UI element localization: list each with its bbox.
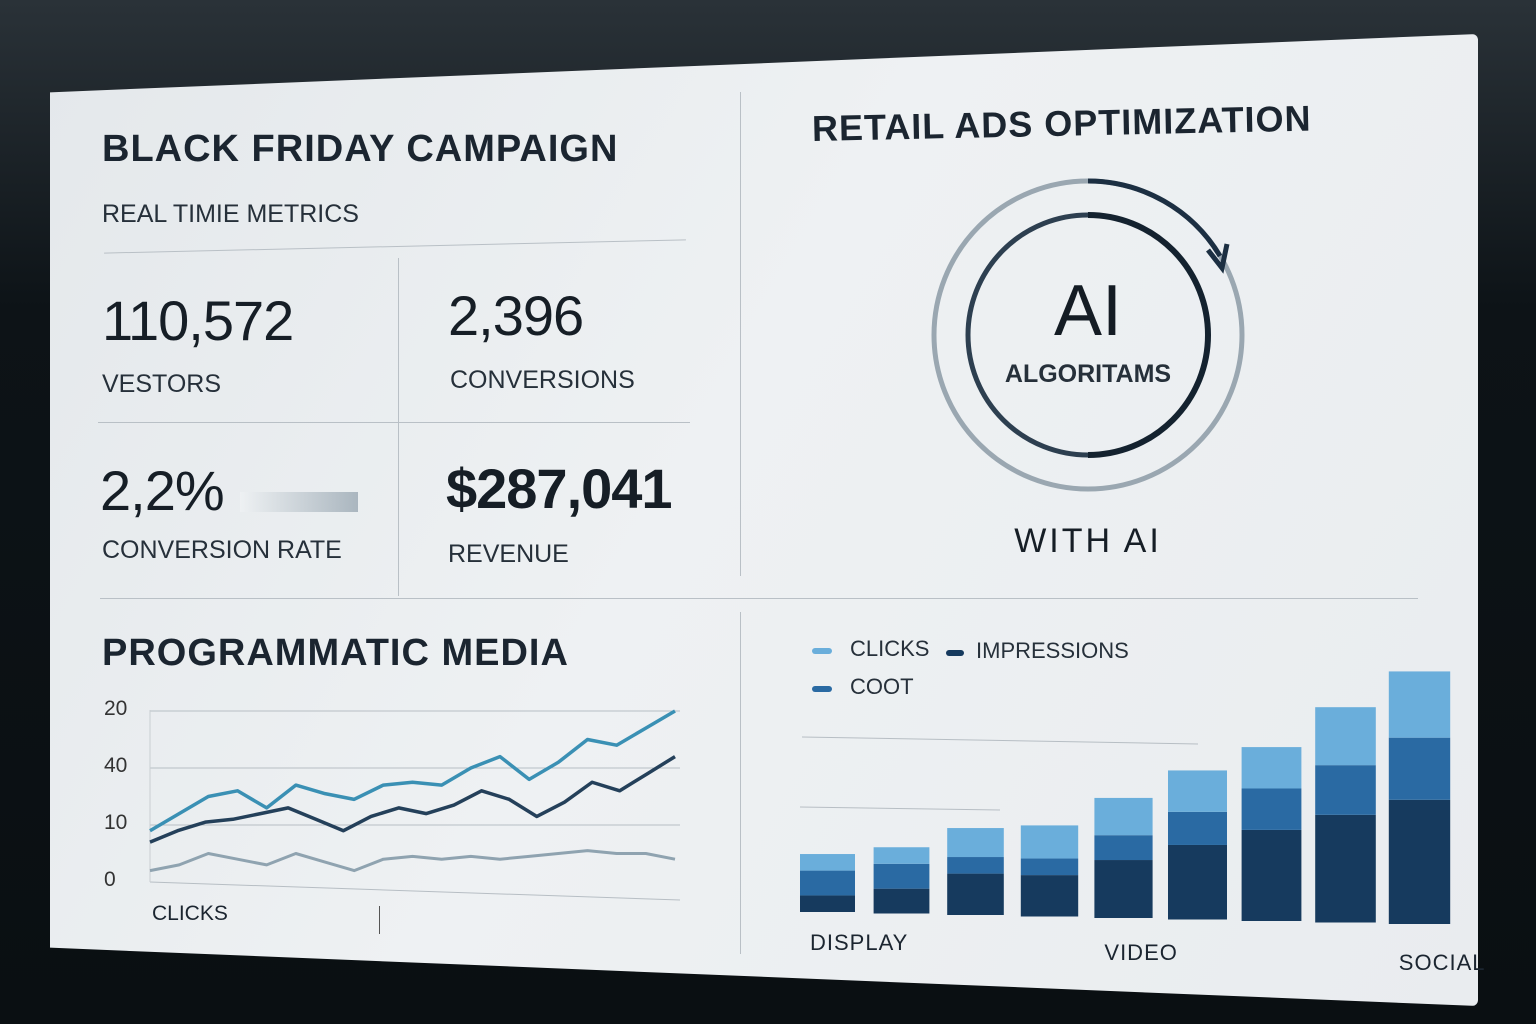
ai-badge-main: AI bbox=[1053, 271, 1123, 351]
inner-ring-accent bbox=[1087, 212, 1211, 458]
line-series-3 bbox=[149, 849, 676, 873]
divider bbox=[740, 92, 741, 576]
bar-impressions-5 bbox=[1094, 860, 1153, 918]
bar-coot-7 bbox=[1241, 788, 1302, 830]
bar-impressions-1 bbox=[800, 895, 855, 912]
bar-clicks-2 bbox=[873, 847, 930, 864]
legend-label: IMPRESSIONS bbox=[976, 638, 1129, 663]
bar-clicks-9 bbox=[1388, 671, 1451, 738]
dashboard-screen bbox=[50, 34, 1478, 1006]
bar-coot-1 bbox=[800, 870, 855, 896]
bar-coot-8 bbox=[1315, 765, 1376, 815]
bar-impressions-2 bbox=[873, 888, 930, 914]
divider bbox=[398, 258, 399, 596]
y-tick-label: 40 bbox=[104, 754, 128, 777]
metric-conversions-label: CONVERSIONS bbox=[450, 366, 635, 394]
bar-impressions-8 bbox=[1315, 814, 1376, 923]
metric-rate-value: 2,2% bbox=[100, 459, 225, 522]
bar-coot-3 bbox=[947, 857, 1004, 874]
bar-category-label: SOCIAL bbox=[1398, 950, 1486, 975]
legend-swatch bbox=[812, 648, 832, 654]
y-tick-label: 10 bbox=[104, 811, 128, 834]
gridline bbox=[799, 806, 1001, 811]
y-tick-label: 0 bbox=[104, 868, 116, 891]
bar-clicks-4 bbox=[1020, 825, 1079, 859]
legend-label: COOT bbox=[850, 674, 914, 699]
bar-coot-9 bbox=[1388, 737, 1451, 800]
gridline bbox=[801, 736, 1199, 745]
bar-clicks-6 bbox=[1168, 770, 1227, 812]
campaign-subtitle: REAL TIMIE METRICS bbox=[102, 200, 359, 228]
arrow-head bbox=[1206, 243, 1230, 274]
legend-label: CLICKS bbox=[850, 636, 930, 661]
bar-clicks-1 bbox=[800, 854, 855, 871]
bar-coot-5 bbox=[1094, 835, 1153, 861]
bar-clicks-3 bbox=[947, 828, 1004, 858]
metric-visitors-label: VESTORS bbox=[102, 370, 222, 398]
bar-category-label: VIDEO bbox=[1104, 940, 1178, 965]
divider bbox=[740, 612, 741, 954]
ai-caption: WITH AI bbox=[1014, 522, 1162, 560]
bar-impressions-9 bbox=[1388, 799, 1451, 924]
bar-impressions-6 bbox=[1168, 844, 1227, 920]
legend-swatch bbox=[946, 650, 964, 656]
bar-impressions-7 bbox=[1241, 829, 1302, 921]
bar-impressions-3 bbox=[947, 873, 1004, 915]
arrow-arc bbox=[1087, 178, 1223, 258]
metric-revenue-value: $287,041 bbox=[446, 457, 673, 520]
line-series-2 bbox=[149, 755, 676, 844]
legend-swatch bbox=[812, 686, 832, 692]
bar-clicks-7 bbox=[1241, 747, 1302, 789]
circular-arrow-icon bbox=[931, 178, 1245, 492]
line-chart-xlabel: CLICKS bbox=[152, 902, 228, 925]
metric-rate-label: CONVERSION RATE bbox=[102, 536, 342, 564]
bar-coot-2 bbox=[873, 863, 930, 889]
y-tick-label: 20 bbox=[104, 697, 128, 720]
programmatic-title: PROGRAMMATIC MEDIA bbox=[102, 632, 569, 674]
gridline bbox=[149, 881, 681, 901]
metric-revenue-label: REVENUE bbox=[448, 540, 569, 568]
divider bbox=[98, 422, 690, 423]
conversion-rate-bar bbox=[240, 492, 358, 512]
bar-impressions-4 bbox=[1020, 875, 1079, 917]
bar-coot-4 bbox=[1020, 858, 1079, 876]
bar-clicks-5 bbox=[1094, 797, 1153, 836]
divider bbox=[100, 598, 1418, 599]
bar-coot-6 bbox=[1168, 811, 1227, 845]
metric-conversions-value: 2,396 bbox=[448, 284, 584, 347]
line-series-1 bbox=[149, 709, 676, 833]
metric-visitors-value: 110,572 bbox=[102, 289, 294, 352]
ai-badge-sub: ALGORITAMS bbox=[1004, 360, 1172, 388]
campaign-title: BLACK FRIDAY CAMPAIGN bbox=[102, 128, 619, 170]
bar-clicks-8 bbox=[1315, 707, 1376, 766]
bar-category-label: DISPLAY bbox=[810, 930, 909, 955]
x-tick bbox=[379, 906, 380, 934]
